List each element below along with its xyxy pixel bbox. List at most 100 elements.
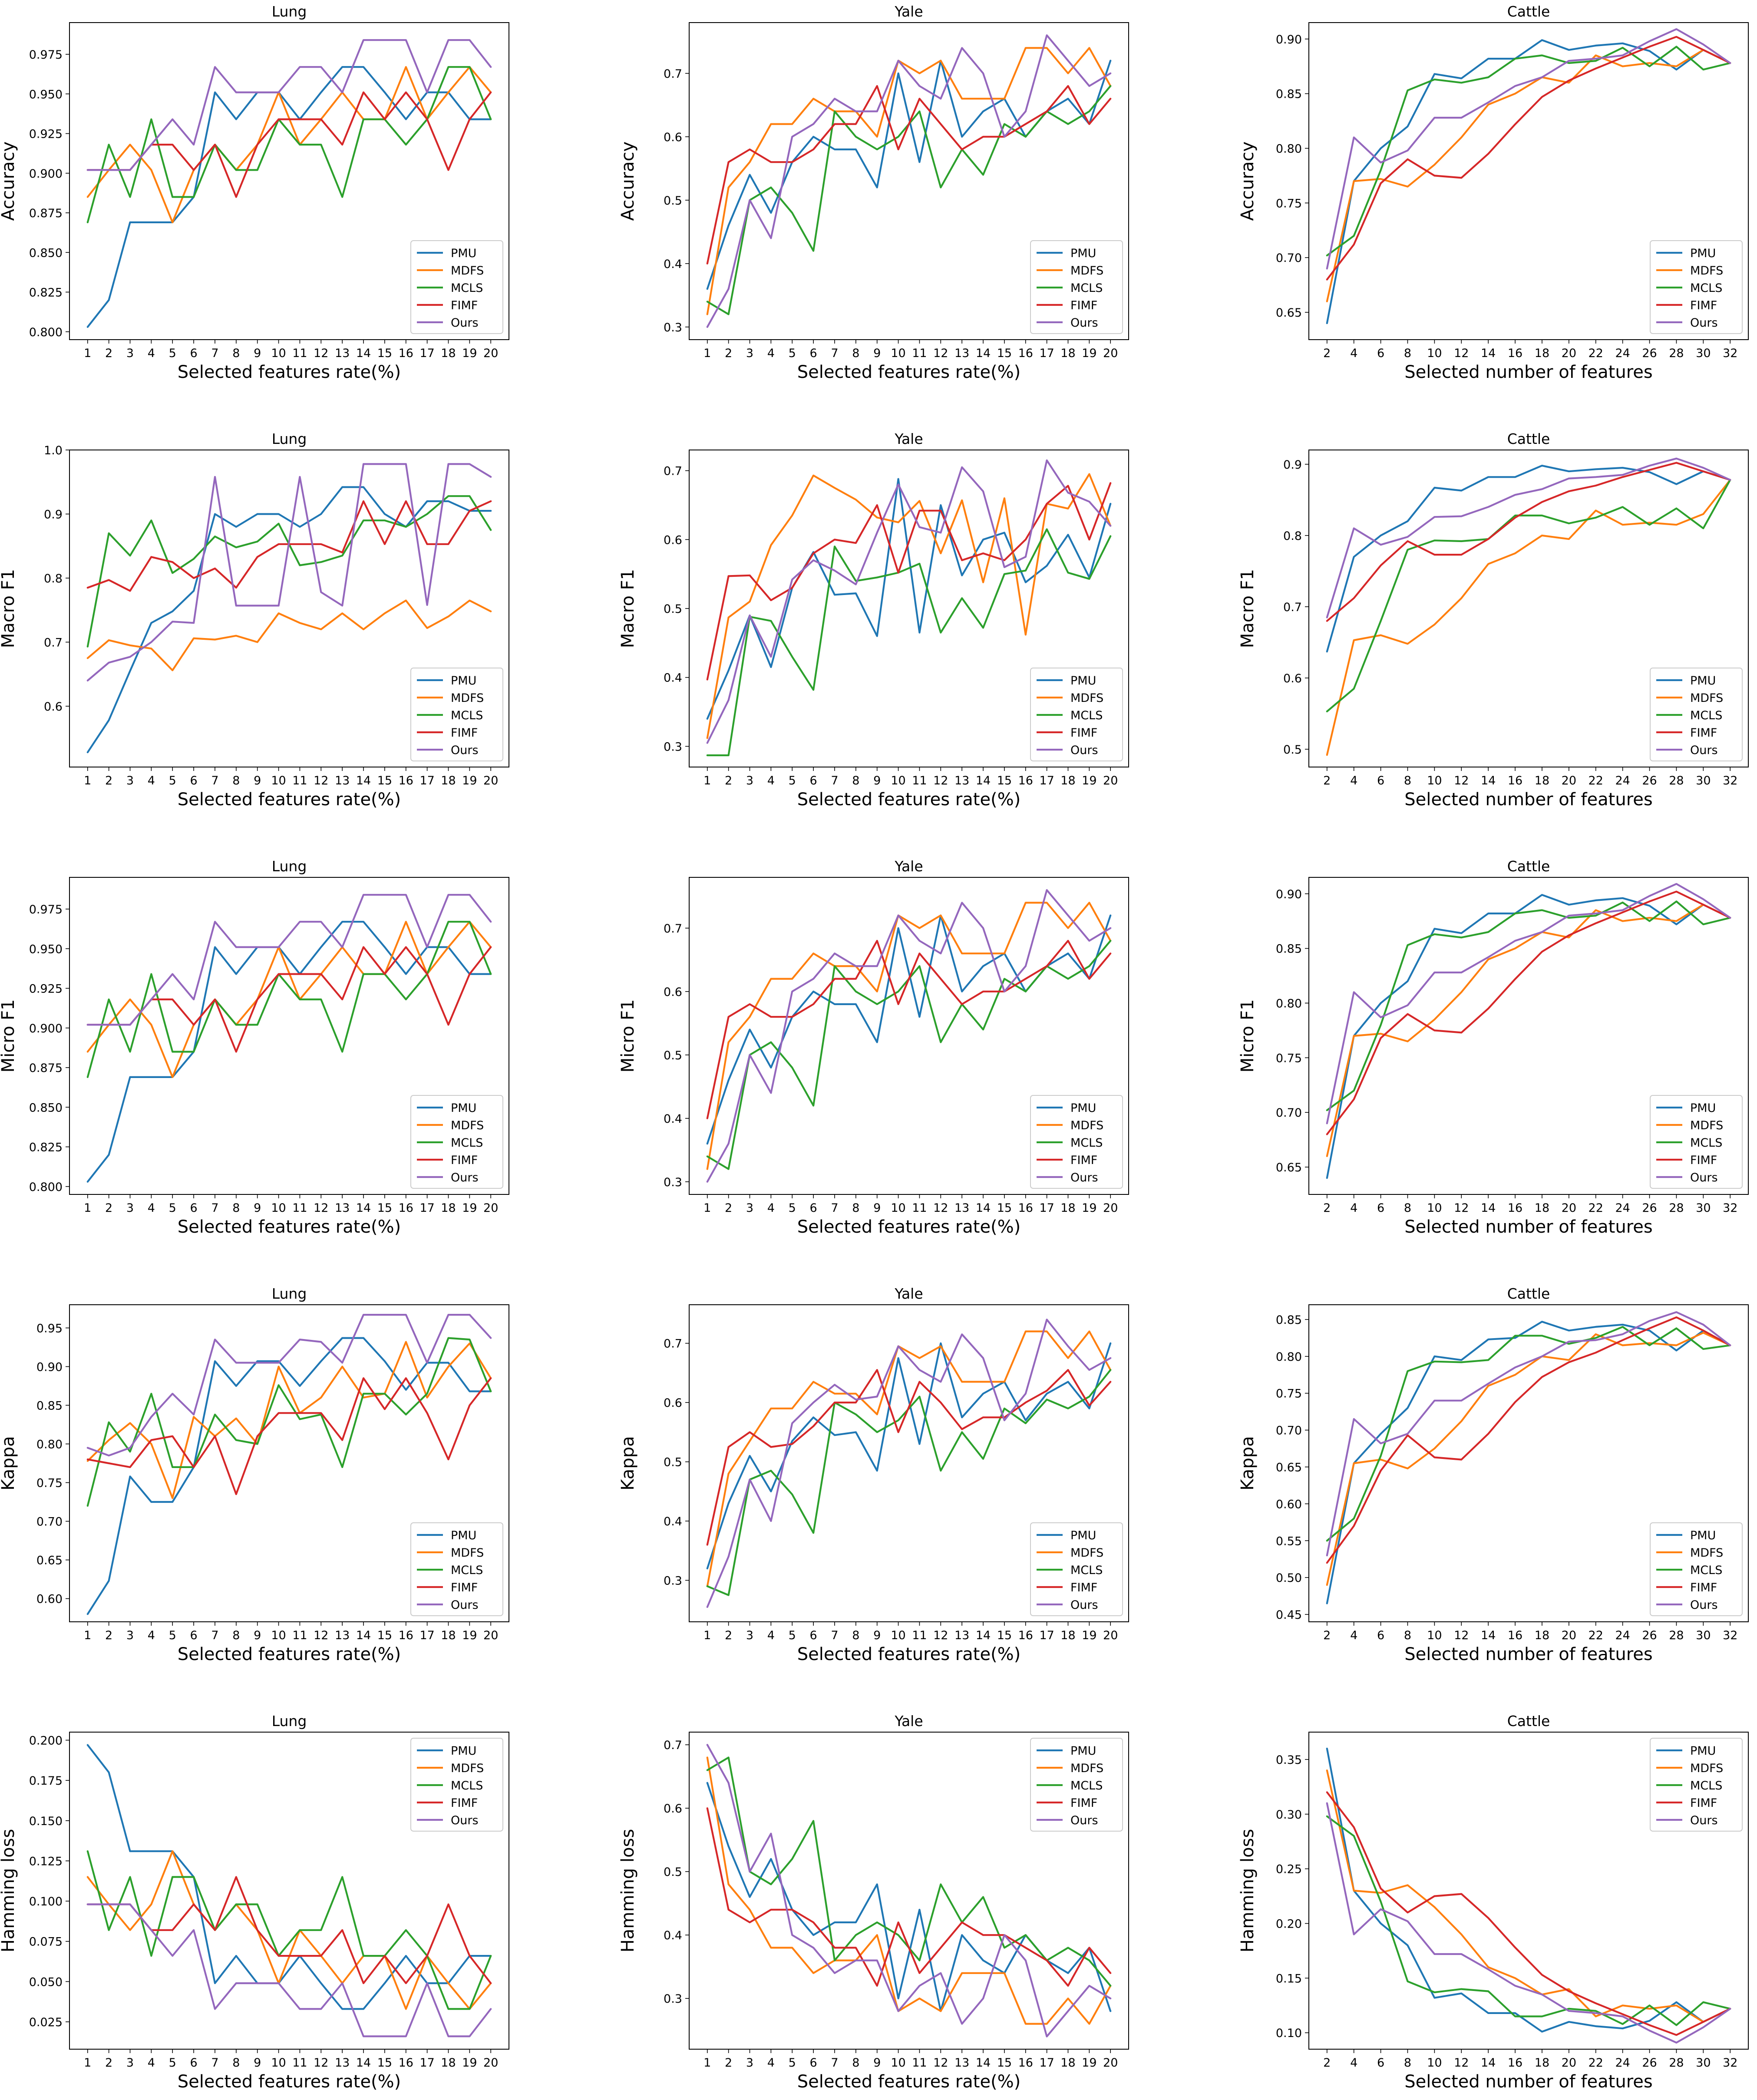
x-tick-label: 1 xyxy=(703,1629,711,1642)
y-axis-label: Hamming loss xyxy=(618,1829,638,1952)
series-line-ours xyxy=(86,463,492,682)
y-tick-label: 0.7 xyxy=(664,1337,682,1351)
x-tick-label: 12 xyxy=(314,2056,328,2070)
legend-box xyxy=(1650,668,1743,761)
legend-box xyxy=(1650,240,1743,334)
x-tick-label: 11 xyxy=(292,347,307,360)
x-axis-label: Selected features rate(%) xyxy=(178,2072,401,2092)
y-tick-label: 0.90 xyxy=(1276,888,1302,901)
x-tick-label: 1 xyxy=(703,774,711,787)
x-tick-label: 4 xyxy=(148,1629,155,1642)
legend-label-pmu: PMU xyxy=(451,674,476,688)
y-tick-label: 0.85 xyxy=(36,1399,63,1412)
x-tick-label: 14 xyxy=(356,1629,371,1642)
legend-label-ours: Ours xyxy=(451,744,479,757)
series-line-mcls xyxy=(1326,479,1731,713)
x-tick-label: 18 xyxy=(1060,1201,1075,1215)
x-tick-label: 16 xyxy=(399,1201,413,1215)
y-axis-label: Accuracy xyxy=(0,142,18,221)
x-tick-label: 6 xyxy=(190,1201,198,1215)
y-axis-label: Kappa xyxy=(1238,1436,1258,1490)
x-tick-label: 3 xyxy=(126,1629,134,1642)
plot-frame xyxy=(689,877,1129,1195)
plot-frame xyxy=(1308,450,1749,767)
x-tick-label: 16 xyxy=(1018,1201,1033,1215)
y-tick-label: 0.975 xyxy=(29,48,63,62)
x-tick-label: 20 xyxy=(1562,1629,1576,1642)
y-tick-label: 0.60 xyxy=(36,1593,63,1606)
x-tick-label: 4 xyxy=(767,1629,775,1642)
x-tick-label: 2 xyxy=(1323,1201,1331,1215)
x-tick-label: 9 xyxy=(873,1201,881,1215)
x-tick-label: 16 xyxy=(399,1629,413,1642)
x-tick-label: 6 xyxy=(190,2056,198,2070)
x-tick-label: 14 xyxy=(1481,2056,1496,2070)
x-tick-label: 16 xyxy=(1018,2056,1033,2070)
series-line-ours xyxy=(86,1903,492,2037)
x-tick-label: 4 xyxy=(767,347,775,360)
y-tick-label: 0.7 xyxy=(44,636,63,649)
x-tick-label: 2 xyxy=(725,1201,732,1215)
x-tick-label: 19 xyxy=(1082,1629,1096,1642)
x-tick-label: 5 xyxy=(169,347,176,360)
x-tick-label: 18 xyxy=(1060,347,1075,360)
chart-title: Yale xyxy=(894,3,923,20)
x-tick-label: 16 xyxy=(1508,774,1523,787)
x-axis-label: Selected number of features xyxy=(1404,2072,1652,2092)
x-tick-label: 12 xyxy=(1454,2056,1469,2070)
x-tick-label: 3 xyxy=(126,2056,134,2070)
legend-label-pmu: PMU xyxy=(1070,1744,1096,1758)
x-tick-label: 30 xyxy=(1696,1201,1711,1215)
series-line-pmu xyxy=(86,921,492,1183)
y-tick-label: 0.75 xyxy=(1276,1052,1302,1065)
series-line-mcls xyxy=(1326,900,1731,1111)
x-tick-label: 30 xyxy=(1696,774,1711,787)
y-tick-label: 0.875 xyxy=(29,207,63,220)
legend-label-ours: Ours xyxy=(451,316,479,330)
x-tick-label: 16 xyxy=(1018,347,1033,360)
x-tick-label: 7 xyxy=(831,1629,838,1642)
x-tick-label: 12 xyxy=(933,774,948,787)
legend-box xyxy=(410,1738,503,1832)
y-tick-label: 0.800 xyxy=(29,326,63,339)
y-tick-label: 0.3 xyxy=(664,740,682,754)
x-tick-label: 20 xyxy=(1562,1201,1576,1215)
y-tick-label: 0.075 xyxy=(29,1935,63,1949)
legend-box xyxy=(410,1522,503,1616)
x-tick-label: 17 xyxy=(1039,2056,1054,2070)
legend-label-mdfs: MDFS xyxy=(1070,691,1103,705)
x-tick-label: 10 xyxy=(1427,347,1442,360)
x-tick-label: 1 xyxy=(84,1201,91,1215)
legend-label-fimf: FIMF xyxy=(1070,1581,1097,1594)
x-tick-label: 17 xyxy=(1039,1629,1054,1642)
x-tick-label: 1 xyxy=(703,2056,711,2070)
x-tick-label: 2 xyxy=(1323,1629,1331,1642)
x-tick-label: 11 xyxy=(912,1629,927,1642)
x-tick-label: 24 xyxy=(1615,774,1630,787)
x-tick-label: 24 xyxy=(1615,1629,1630,1642)
y-tick-label: 0.4 xyxy=(664,1929,682,1942)
y-tick-label: 0.925 xyxy=(29,128,63,141)
x-tick-label: 18 xyxy=(441,1629,456,1642)
plot-frame xyxy=(1308,1732,1749,2050)
y-tick-label: 0.85 xyxy=(1276,1313,1302,1327)
series-line-ours xyxy=(86,1314,492,1457)
x-tick-label: 2 xyxy=(725,774,732,787)
legend-box xyxy=(1030,668,1123,761)
x-tick-label: 22 xyxy=(1589,2056,1603,2070)
legend-label-mcls: MCLS xyxy=(451,281,483,295)
series-line-ours xyxy=(86,894,492,1026)
series-line-pmu xyxy=(706,478,1112,720)
x-tick-label: 19 xyxy=(462,1201,477,1215)
x-tick-label: 3 xyxy=(746,347,753,360)
legend-label-mdfs: MDFS xyxy=(451,691,484,705)
y-tick-label: 0.150 xyxy=(29,1815,63,1828)
legend-label-fimf: FIMF xyxy=(1690,1581,1717,1594)
legend-label-fimf: FIMF xyxy=(1070,726,1097,740)
x-tick-label: 16 xyxy=(399,347,413,360)
y-axis-label: Macro F1 xyxy=(618,569,638,648)
x-tick-label: 8 xyxy=(232,2056,240,2070)
